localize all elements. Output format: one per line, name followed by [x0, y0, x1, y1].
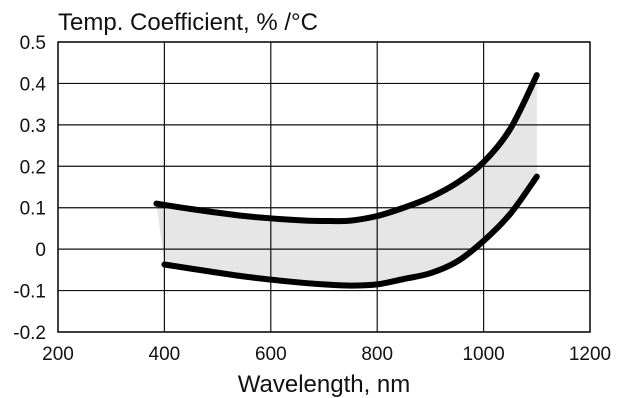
y-tick-label: 0.5 [20, 33, 46, 54]
x-axis-title: Wavelength, nm [238, 371, 411, 398]
y-tick-label: 0 [35, 240, 46, 261]
x-tick-labels: 200 400 600 800 1000 1200 [42, 344, 611, 365]
x-tick-label: 200 [42, 344, 74, 365]
y-tick-label: 0.1 [20, 199, 46, 220]
x-tick-label: 600 [255, 344, 287, 365]
x-tick-label: 1000 [462, 344, 504, 365]
y-tick-label: 0.2 [20, 157, 46, 178]
x-tick-label: 400 [149, 344, 181, 365]
band-fill [156, 75, 537, 286]
y-tick-label: -0.2 [13, 323, 46, 344]
series-lines [153, 72, 540, 289]
upper-curve-line [153, 72, 540, 225]
y-tick-label: 0.3 [20, 116, 46, 137]
x-tick-label: 800 [361, 344, 393, 365]
y-tick-label: -0.1 [13, 282, 46, 303]
chart-title: Temp. Coefficient, % /°C [58, 9, 318, 36]
lower-curve-line [161, 173, 540, 289]
band-region [156, 75, 537, 286]
x-tick-label: 1200 [569, 344, 611, 365]
plot-frame [57, 41, 591, 333]
y-tick-label: 0.4 [20, 74, 47, 95]
y-tick-labels: -0.2 -0.1 0 0.1 0.2 0.3 0.4 0.5 [13, 33, 46, 344]
